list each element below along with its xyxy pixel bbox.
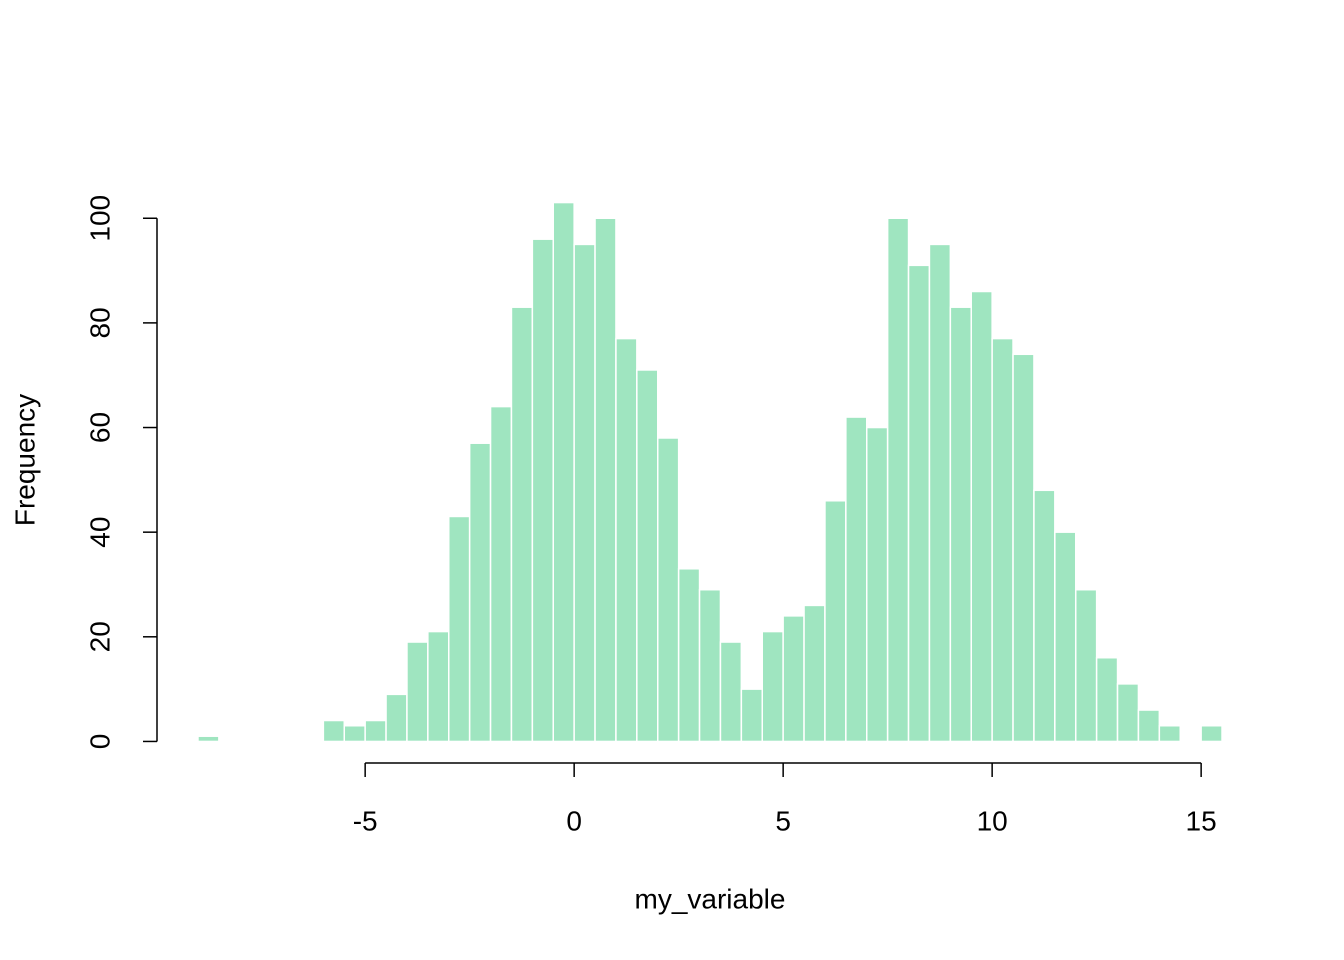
y-tick-label: 20 — [84, 621, 115, 652]
bar — [1054, 531, 1077, 743]
bar — [636, 369, 659, 743]
bar — [991, 337, 1014, 743]
bar — [949, 306, 972, 743]
bar — [385, 693, 408, 743]
bar — [468, 442, 492, 743]
bar — [719, 641, 743, 743]
bar — [782, 615, 805, 743]
x-axis-label: my_variable — [635, 883, 786, 914]
bar — [824, 500, 847, 743]
bar — [740, 688, 763, 743]
bar — [1012, 353, 1035, 743]
y-tick-label: 80 — [84, 307, 115, 338]
bar — [698, 588, 722, 743]
bar — [427, 630, 450, 743]
bar — [573, 243, 596, 743]
bar — [1033, 489, 1056, 743]
bar — [803, 604, 826, 743]
bar — [907, 264, 931, 743]
bar — [1095, 656, 1119, 743]
y-tick-label: 40 — [84, 517, 115, 548]
bar — [1158, 724, 1181, 743]
y-tick-label: 60 — [84, 412, 115, 443]
bar — [761, 630, 784, 743]
y-tick-label: 100 — [84, 195, 115, 242]
bar — [510, 306, 534, 743]
bar — [657, 437, 680, 743]
y-tick-label: 0 — [84, 734, 115, 750]
bar — [364, 719, 387, 743]
bar — [1116, 683, 1140, 743]
bar — [322, 719, 346, 743]
bar — [677, 568, 701, 743]
bar — [448, 515, 471, 743]
y-axis-label: Frequency — [9, 394, 40, 526]
x-tick-label: 15 — [1186, 805, 1217, 836]
x-tick-label: 0 — [566, 805, 582, 836]
bar — [970, 290, 993, 743]
bar — [1074, 588, 1098, 743]
x-tick-label: 10 — [977, 805, 1008, 836]
bar — [615, 337, 638, 743]
bar — [552, 201, 575, 743]
bar — [197, 735, 220, 743]
bar — [531, 238, 555, 743]
bar — [343, 724, 366, 743]
bar — [928, 243, 952, 743]
x-tick-label: -5 — [353, 805, 378, 836]
bar — [489, 405, 513, 743]
bar — [406, 641, 429, 743]
bar — [886, 217, 910, 743]
bar — [594, 217, 617, 743]
x-tick-label: 5 — [775, 805, 791, 836]
bar — [845, 416, 868, 743]
bar — [865, 426, 889, 743]
bar — [1200, 724, 1223, 743]
bar — [1137, 709, 1161, 743]
